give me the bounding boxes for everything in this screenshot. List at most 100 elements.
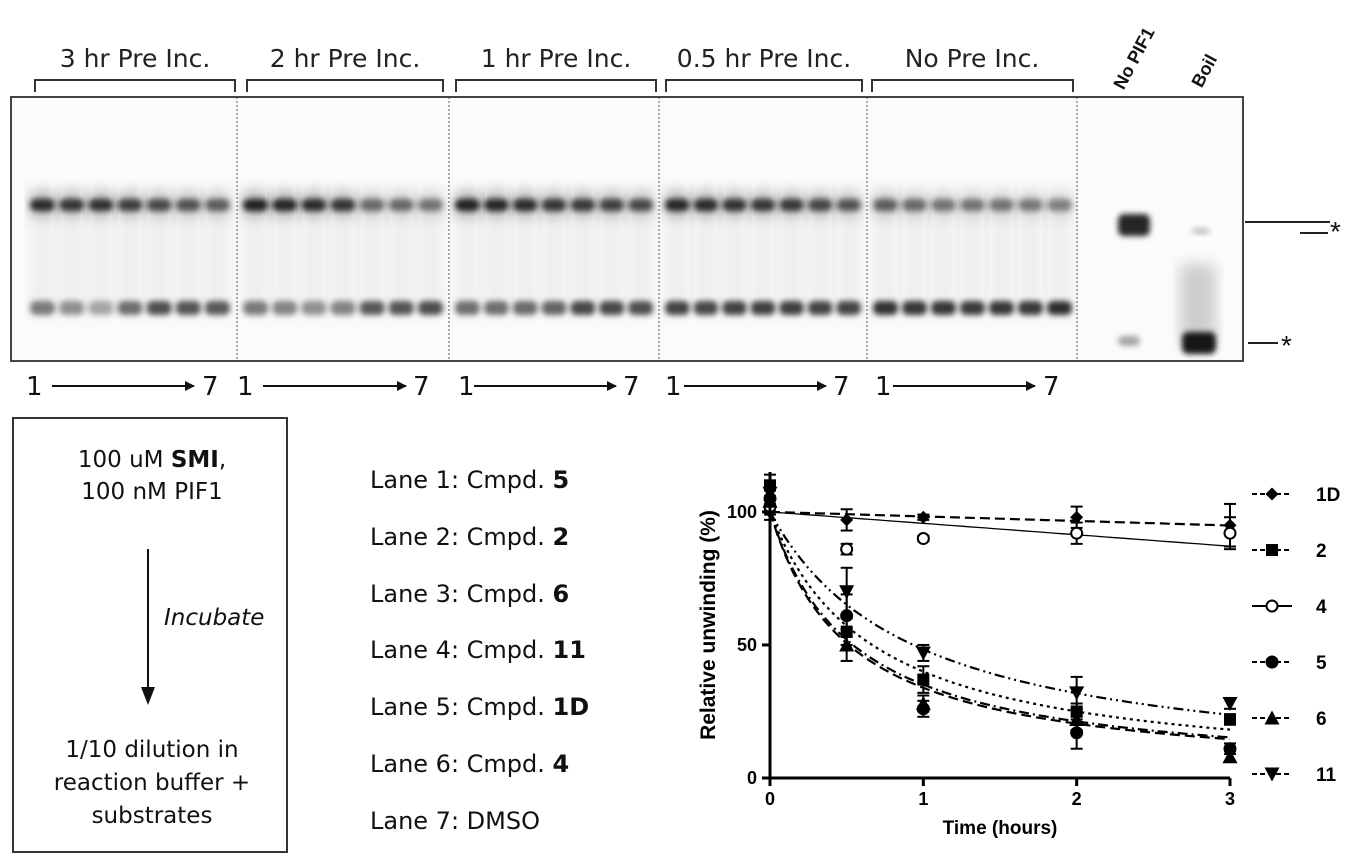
gel-band bbox=[1047, 301, 1072, 315]
gel-band bbox=[628, 206, 653, 316]
x-tick-label: 0 bbox=[765, 789, 775, 809]
protocol-line-smi: 100 uM SMI, bbox=[14, 445, 290, 476]
bracket-1hr bbox=[455, 79, 657, 92]
gel-band bbox=[665, 206, 690, 316]
gel-band bbox=[301, 199, 327, 211]
gel-band bbox=[960, 206, 985, 316]
data-point bbox=[1223, 518, 1237, 532]
data-point bbox=[1222, 749, 1238, 764]
lane-legend-prefix: Lane 3: Cmpd. bbox=[370, 580, 553, 608]
data-point bbox=[916, 532, 930, 546]
data-point bbox=[840, 625, 853, 638]
data-point bbox=[1070, 510, 1084, 524]
data-point bbox=[915, 695, 931, 710]
gel-band bbox=[30, 206, 56, 316]
gel-band bbox=[388, 199, 414, 211]
gel-band bbox=[836, 301, 861, 315]
gel-band bbox=[1192, 228, 1210, 234]
gel-band bbox=[455, 301, 480, 315]
gel-band bbox=[750, 206, 776, 316]
group-label-1hr: 1 hr Pre Inc. bbox=[480, 44, 632, 73]
gel-band bbox=[512, 199, 538, 211]
bracket-3hr bbox=[34, 79, 236, 92]
x-tick-label: 3 bbox=[1225, 789, 1235, 809]
data-point bbox=[917, 673, 930, 686]
band-layer bbox=[30, 191, 1216, 354]
data-point bbox=[1070, 526, 1084, 540]
gel-band bbox=[722, 199, 747, 211]
lane-legend-compound: 2 bbox=[552, 523, 570, 551]
gel-band bbox=[359, 206, 385, 316]
gel-band bbox=[30, 301, 56, 315]
gel-band bbox=[1018, 301, 1043, 315]
lane-legend-prefix: Lane 2: Cmpd. bbox=[370, 523, 553, 551]
x-tick-label: 2 bbox=[1072, 789, 1082, 809]
gel-band bbox=[483, 301, 509, 315]
gel-band bbox=[1018, 206, 1043, 316]
x-axis-label: Time (hours) bbox=[943, 818, 1058, 839]
gel-band bbox=[836, 206, 861, 316]
lane-legend-compound: 5 bbox=[552, 466, 570, 494]
protocol-line-dilution: 1/10 dilution in bbox=[65, 737, 239, 763]
lane-legend-item: Lane 3: Cmpd. 6 bbox=[370, 580, 569, 608]
protocol-line-buffer: reaction buffer + bbox=[53, 770, 251, 796]
tick-marks: 0 1 2 3 0 50 100 bbox=[727, 502, 1235, 809]
legend-marker bbox=[1265, 599, 1279, 613]
gel-band bbox=[1018, 199, 1043, 211]
lane-dividers bbox=[236, 97, 1078, 361]
lane-legend-item: Lane 1: Cmpd. 5 bbox=[370, 466, 569, 494]
gel-band bbox=[175, 199, 201, 211]
lane-legend-prefix: Lane 4: Cmpd. bbox=[370, 636, 553, 664]
gel-band bbox=[417, 206, 443, 316]
gel-band bbox=[330, 301, 356, 315]
gel-band bbox=[779, 199, 804, 211]
gel-band bbox=[1118, 336, 1140, 346]
legend-marker bbox=[1264, 767, 1280, 782]
gel-band bbox=[693, 301, 719, 315]
legend-label: 2 bbox=[1316, 541, 1327, 562]
gel-band bbox=[779, 301, 804, 315]
group-label-nopre: No Pre Inc. bbox=[904, 44, 1040, 73]
marker-star-bottom: * bbox=[1281, 330, 1292, 361]
unwinding-chart: 0 1 2 3 0 50 100 Relative unwinding (%) Time (… bbox=[697, 472, 1340, 839]
y-tick-label: 0 bbox=[747, 768, 757, 788]
gel-band bbox=[512, 206, 538, 316]
lane-legend-prefix: Lane 7: DMSO bbox=[370, 807, 540, 835]
gel-band bbox=[243, 301, 269, 315]
gel-band bbox=[599, 301, 625, 315]
gel-band bbox=[836, 199, 861, 211]
gel-band bbox=[570, 199, 596, 211]
group-label-3hr: 3 hr Pre Inc. bbox=[59, 44, 211, 73]
gel-band bbox=[359, 301, 385, 315]
fit-curve bbox=[768, 511, 1231, 731]
gel-band bbox=[665, 199, 690, 211]
lane-end-1hr: 7 bbox=[623, 372, 640, 402]
gel-band bbox=[272, 301, 298, 315]
data-point bbox=[1069, 711, 1085, 726]
gel-band bbox=[807, 301, 833, 315]
gel-band bbox=[388, 301, 414, 315]
gel-band bbox=[175, 206, 201, 316]
gel-band bbox=[455, 199, 480, 211]
gel-band bbox=[88, 301, 114, 315]
gel-band bbox=[483, 206, 509, 316]
gel-band bbox=[301, 206, 327, 316]
lane-start-05hr: 1 bbox=[665, 372, 682, 402]
gel-band bbox=[1118, 214, 1150, 236]
gel-band bbox=[989, 199, 1014, 211]
gel-band bbox=[750, 199, 776, 211]
fit-curve bbox=[769, 510, 1231, 527]
gel-band bbox=[272, 206, 298, 316]
gel-band bbox=[243, 206, 269, 316]
legend-label: 1D bbox=[1316, 485, 1340, 506]
protocol-line-pif1: 100 nM PIF1 bbox=[81, 479, 223, 505]
data-point bbox=[840, 609, 854, 623]
protocol-smi-suffix: , bbox=[218, 447, 227, 473]
data-point bbox=[839, 585, 855, 600]
bracket-05hr bbox=[665, 79, 863, 92]
gel-band bbox=[146, 206, 172, 316]
gel-band bbox=[417, 301, 443, 315]
gel-image bbox=[10, 96, 1244, 362]
gel-band bbox=[722, 206, 747, 316]
gel-band bbox=[989, 301, 1014, 315]
